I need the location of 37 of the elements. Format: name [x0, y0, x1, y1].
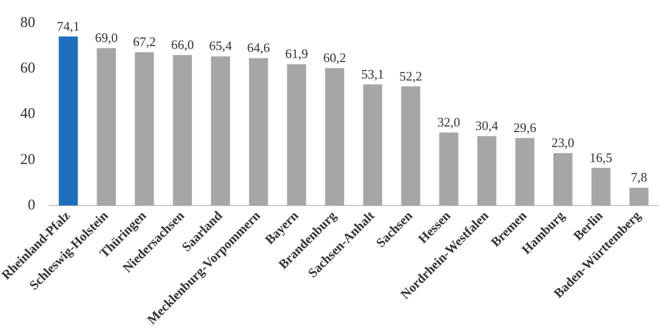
data-label: 60,2 — [323, 50, 346, 66]
bar — [439, 132, 458, 206]
data-label: 7,8 — [630, 170, 648, 185]
data-label: 32,0 — [437, 114, 460, 130]
data-label: 74,1 — [56, 18, 80, 34]
data-label: 16,5 — [590, 150, 612, 165]
data-label: 67,2 — [133, 34, 156, 50]
bar — [96, 48, 116, 206]
bar — [477, 136, 496, 206]
bar — [363, 84, 382, 206]
data-label: 66,0 — [171, 36, 194, 52]
data-label: 23,0 — [552, 134, 574, 150]
y-tick-label: 80 — [20, 14, 36, 31]
data-label: 61,9 — [285, 46, 308, 62]
bar — [134, 52, 154, 206]
bar — [210, 56, 230, 206]
data-label: 30,4 — [475, 118, 499, 134]
bar — [401, 86, 420, 206]
data-label: 69,0 — [94, 30, 118, 46]
bar — [629, 188, 648, 206]
y-tick-label: 20 — [20, 152, 36, 168]
data-label: 65,4 — [209, 38, 232, 54]
bar — [172, 54, 192, 206]
bar — [249, 58, 268, 206]
bar — [58, 36, 78, 206]
bar — [553, 153, 572, 206]
y-tick-label: 40 — [20, 106, 36, 122]
bar — [287, 64, 306, 206]
bar — [591, 168, 610, 206]
data-label: 29,6 — [513, 120, 537, 135]
y-tick-label: 60 — [20, 60, 36, 77]
data-label: 64,6 — [247, 40, 270, 56]
y-tick-label: 0 — [28, 197, 36, 214]
data-label: 53,1 — [361, 66, 384, 82]
bar — [325, 68, 344, 206]
data-label: 52,2 — [399, 68, 422, 84]
bar — [515, 138, 534, 206]
